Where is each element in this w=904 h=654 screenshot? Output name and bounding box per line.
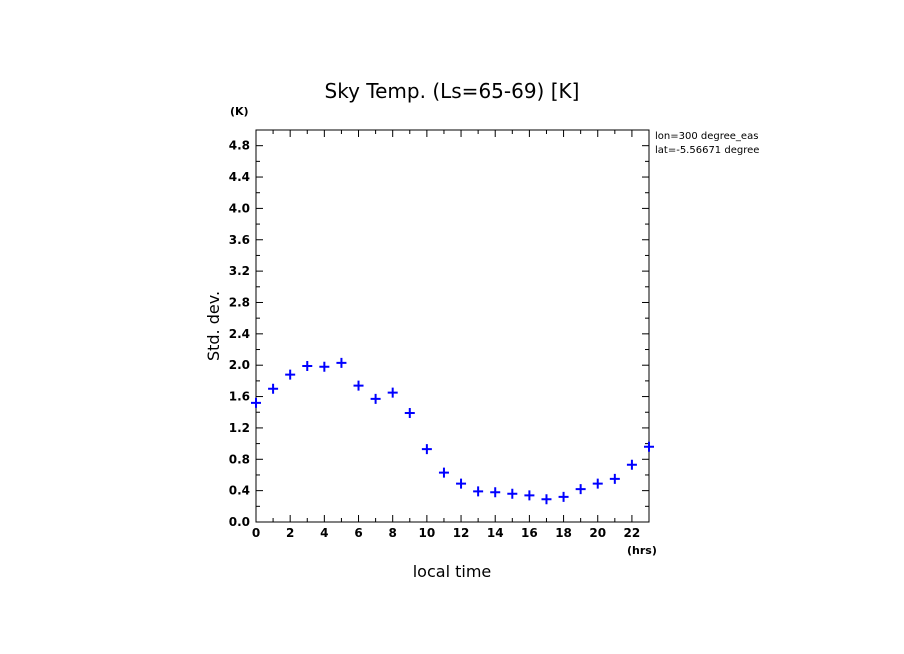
x-axis-label: local time [413,562,492,581]
data-point [251,397,261,408]
y-tick-label: 2.8 [229,295,250,309]
data-point [404,408,415,419]
x-tick-label: 22 [624,526,641,540]
data-point [473,486,484,497]
data-point [421,444,432,455]
data-point [490,487,501,498]
data-point [319,361,330,372]
x-tick-label: 12 [453,526,470,540]
y-tick-label: 2.4 [229,327,250,341]
data-point [592,478,603,489]
annotation-lon: lon=300 degree_eas [655,131,758,142]
x-tick-label: 4 [320,526,328,540]
y-tick-label: 3.6 [229,233,250,247]
x-tick-label: 0 [252,526,260,540]
y-tick-label: 1.2 [229,421,250,435]
data-point [370,393,381,404]
chart-title: Sky Temp. (Ls=65-69) [K] [325,79,580,103]
data-point [507,488,518,499]
y-tick-label: 3.2 [229,264,250,278]
data-point [353,380,364,391]
y-axis-unit: (K) [230,105,249,118]
data-point [524,490,535,501]
x-tick-label: 20 [589,526,606,540]
y-axis-label: Std. dev. [204,291,223,361]
x-tick-label: 18 [555,526,572,540]
data-point [336,357,347,368]
data-point [285,369,296,380]
data-point [456,478,467,489]
plot-area: 0 2 4 6 8 10 12 14 16 18 20 22 0.0 0.4 0.8 1.2 1.6 2.0 2.4… [229,129,654,540]
y-tick-label: 4.0 [229,201,250,215]
y-tick-label: 0.4 [229,484,250,498]
x-tick-label: 10 [419,526,436,540]
data-point [302,360,313,371]
y-tick-label: 2.0 [229,358,250,372]
x-tick-label: 16 [521,526,538,540]
data-point [644,441,654,452]
data-point [609,473,620,484]
x-tick-label: 8 [389,526,397,540]
y-tick-label: 4.4 [229,170,250,184]
data-point [387,387,398,398]
y-tick-label: 1.6 [229,390,250,404]
data-point [575,484,586,495]
data-point [558,491,569,502]
plot-frame [255,129,650,523]
data-point [268,383,279,394]
x-tick-label: 14 [487,526,504,540]
y-tick-label: 4.8 [229,139,250,153]
data-point [438,467,449,478]
y-tick-label: 0.8 [229,452,250,466]
x-tick-label: 6 [354,526,362,540]
x-tick-label: 2 [286,526,294,540]
data-point [626,459,637,470]
x-axis-unit: (hrs) [627,544,657,557]
y-tick-label: 0.0 [229,515,250,529]
data-point [541,494,552,505]
annotation-lat: lat=-5.56671 degree [655,145,759,156]
